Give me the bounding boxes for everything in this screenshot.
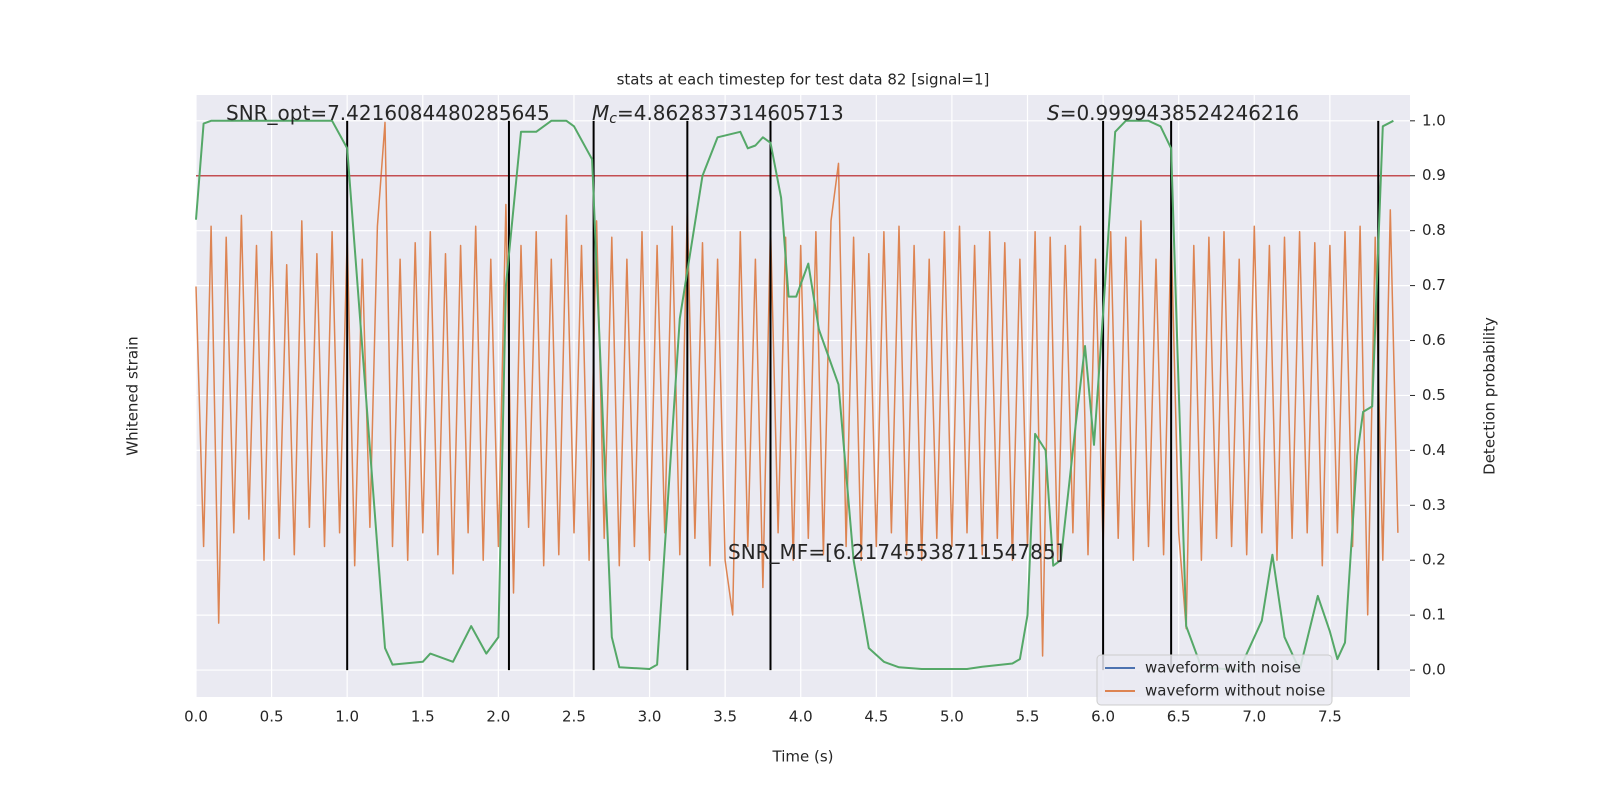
x-tick-label: 1.0 [335, 708, 359, 726]
x-tick-label: 5.5 [1016, 708, 1040, 726]
annotation-text: =4.862837314605713 [617, 101, 844, 125]
x-tick-label: 3.0 [638, 708, 662, 726]
x-tick-label: 4.0 [789, 708, 813, 726]
x-tick-label: 6.0 [1091, 708, 1115, 726]
x-tick-label: 5.0 [940, 708, 964, 726]
y2-tick-label: 0.4 [1422, 441, 1446, 459]
annotation: Mc=4.862837314605713 [592, 101, 844, 128]
x-tick-label: 4.5 [864, 708, 888, 726]
annotation-symbol: M [592, 101, 609, 125]
annotation: SNR_opt=7.4216084480285645 [226, 101, 550, 125]
annotation-text: =0.9999438524246216 [1060, 101, 1299, 125]
x-tick-label: 3.5 [713, 708, 737, 726]
x-tick-label: 6.5 [1167, 708, 1191, 726]
y2-tick-label: 0.0 [1422, 661, 1446, 679]
legend-label: waveform without noise [1145, 682, 1325, 700]
y2-tick-label: 0.2 [1422, 551, 1446, 569]
x-tick-label: 0.0 [184, 708, 208, 726]
x-tick-label: 7.0 [1242, 708, 1266, 726]
y2-tick-label: 0.3 [1422, 496, 1446, 514]
legend-label: waveform with noise [1145, 659, 1301, 677]
y2-tick-label: 0.6 [1422, 331, 1446, 349]
x-tick-label: 0.5 [260, 708, 284, 726]
x-axis-label: Time (s) [772, 748, 834, 766]
annotation: S=0.9999438524246216 [1047, 101, 1299, 125]
y2-tick-label: 0.5 [1422, 386, 1446, 404]
x-tick-label: 7.5 [1318, 708, 1342, 726]
x-tick-label: 2.0 [486, 708, 510, 726]
y2-tick-label: 0.9 [1422, 166, 1446, 184]
y2-tick-label: 0.7 [1422, 276, 1446, 294]
annotation-text: SNR_opt=7.4216084480285645 [226, 101, 550, 125]
x-tick-label: 2.5 [562, 708, 586, 726]
y-axis-label: Whitened strain [124, 336, 142, 455]
annotation-symbol: S [1047, 101, 1060, 125]
y2-axis-label: Detection probability [1481, 317, 1499, 475]
annotation: SNR_MF=[6.2174553871154785] [728, 540, 1063, 564]
annotation-subscript: c [609, 111, 617, 127]
annotation-text: SNR_MF=[6.2174553871154785] [728, 540, 1063, 564]
y2-tick-label: 0.8 [1422, 221, 1446, 239]
chart-title: stats at each timestep for test data 82 … [617, 71, 990, 89]
legend-box [1096, 654, 1333, 706]
probability-line [195, 119, 1394, 672]
x-tick-label: 1.5 [411, 708, 435, 726]
y2-tick-label: 0.1 [1422, 606, 1446, 624]
y2-tick-label: 1.0 [1422, 111, 1446, 129]
strain-line [195, 121, 1399, 657]
